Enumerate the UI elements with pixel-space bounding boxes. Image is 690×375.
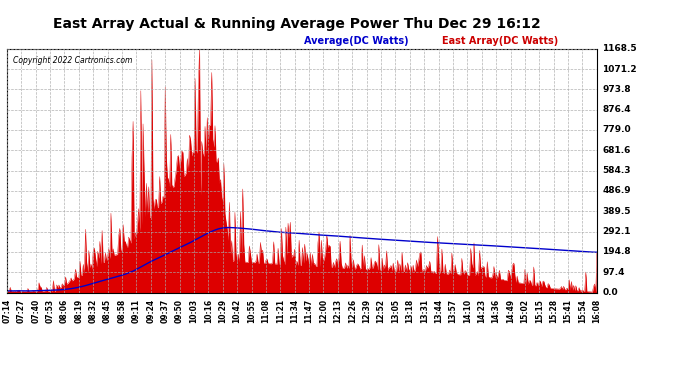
Text: 779.0: 779.0: [602, 126, 631, 135]
Text: 389.5: 389.5: [602, 207, 631, 216]
Text: East Array(DC Watts): East Array(DC Watts): [442, 36, 558, 46]
Text: 681.6: 681.6: [602, 146, 631, 155]
Text: 876.4: 876.4: [602, 105, 631, 114]
Text: 292.1: 292.1: [602, 227, 631, 236]
Text: Average(DC Watts): Average(DC Watts): [304, 36, 408, 46]
Text: 97.4: 97.4: [602, 268, 625, 277]
Text: Copyright 2022 Cartronics.com: Copyright 2022 Cartronics.com: [13, 56, 132, 65]
Text: 1071.2: 1071.2: [602, 64, 637, 74]
Text: 1168.5: 1168.5: [602, 44, 637, 53]
Text: 0.0: 0.0: [602, 288, 618, 297]
Text: East Array Actual & Running Average Power Thu Dec 29 16:12: East Array Actual & Running Average Powe…: [53, 17, 540, 31]
Text: 194.8: 194.8: [602, 248, 631, 256]
Text: 973.8: 973.8: [602, 85, 631, 94]
Text: 486.9: 486.9: [602, 186, 631, 195]
Text: 584.3: 584.3: [602, 166, 631, 175]
